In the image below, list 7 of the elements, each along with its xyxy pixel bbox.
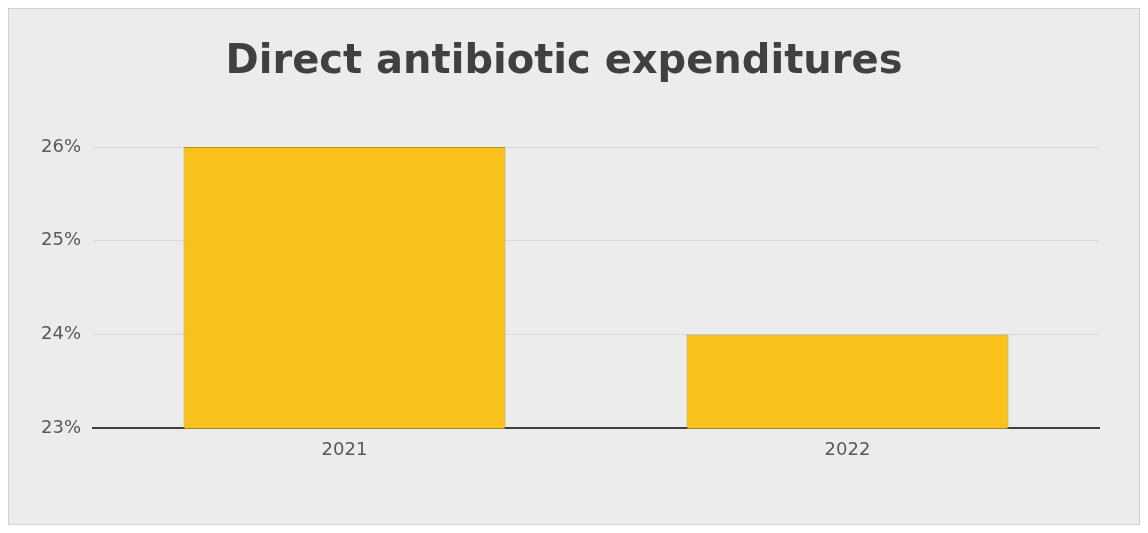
y-tick-label: 25% xyxy=(40,228,82,250)
x-tick-label: 2022 xyxy=(824,437,871,459)
y-tick-label: 26% xyxy=(40,134,82,156)
chart-title: Direct antibiotic expenditures xyxy=(225,36,903,83)
y-tick-label: 23% xyxy=(40,416,82,438)
x-tick-label: 2021 xyxy=(321,437,368,459)
y-tick-label: 24% xyxy=(40,322,82,344)
